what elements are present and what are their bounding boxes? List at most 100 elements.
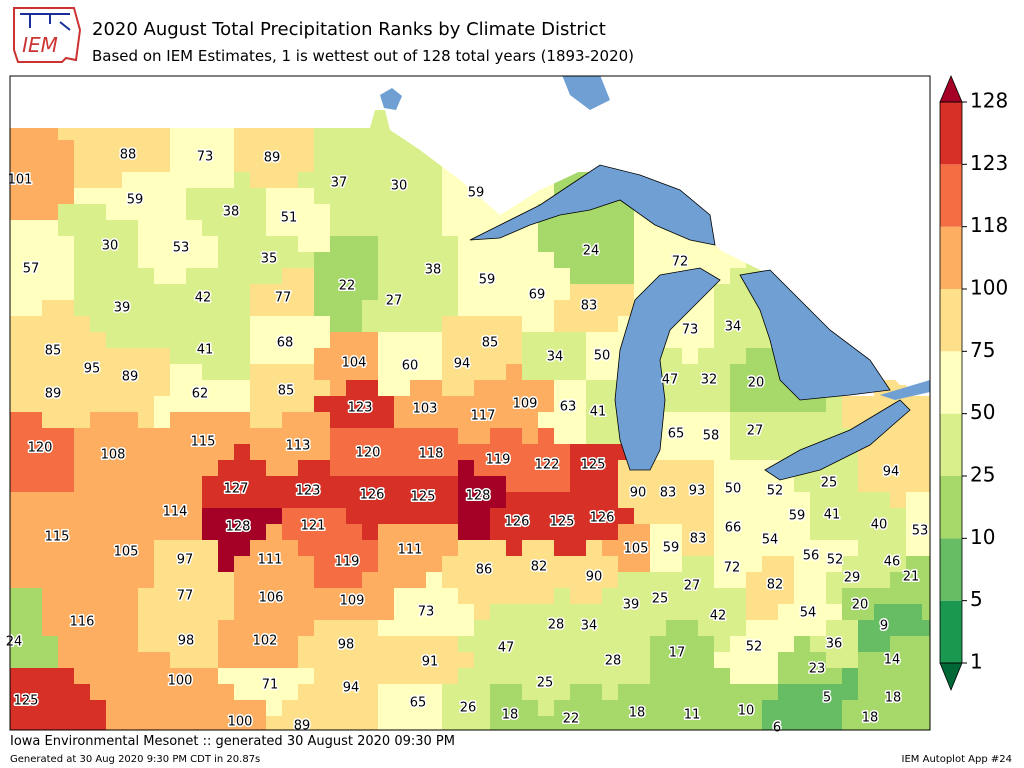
district-cell [378,700,395,717]
district-cell [234,476,251,493]
district-cell [682,652,699,669]
district-cell [106,396,123,413]
district-rank: 34 [547,350,564,365]
district-cell [42,716,59,730]
district-cell [714,668,731,685]
district-cell [474,652,491,669]
district-cell [346,332,363,349]
district-cell [618,236,635,253]
district-cell [778,636,795,653]
district-cell [10,476,27,493]
district-cell [874,652,891,669]
district-cell [74,380,91,397]
district-cell [266,556,283,573]
district-cell [922,636,930,653]
district-cell [698,620,715,637]
district-cell [330,396,347,413]
district-cell [810,556,827,573]
district-cell [314,284,331,301]
district-cell [138,156,155,173]
district-cell [74,284,91,301]
district-cell [442,556,459,573]
district-rank: 24 [6,635,23,650]
district-rank: 73 [197,150,214,165]
district-cell [298,380,315,397]
district-cell [282,268,299,285]
district-cell [74,444,91,461]
district-cell [554,668,571,685]
district-cell [362,588,379,605]
district-cell [506,412,523,429]
district-cell [106,236,123,253]
district-cell [330,428,347,445]
district-rank: 86 [476,563,493,578]
district-cell [154,140,171,157]
district-cell [586,380,603,397]
district-cell [666,380,683,397]
district-cell [538,460,555,477]
district-rank: 106 [259,591,284,606]
district-cell [442,652,459,669]
district-cell [778,556,795,573]
district-cell [426,652,443,669]
district-rank: 50 [725,482,742,497]
district-cell [602,236,619,253]
district-cell [858,460,875,477]
district-cell [554,460,571,477]
district-cell [842,572,859,589]
district-cell [698,604,715,621]
district-cell [538,252,555,269]
district-cell [666,620,683,637]
district-cell [682,684,699,701]
district-cell [298,460,315,477]
district-cell [474,332,491,349]
district-cell [538,684,555,701]
district-cell [650,524,667,541]
district-cell [394,540,411,557]
district-cell [586,716,603,730]
district-cell [90,476,107,493]
district-cell [314,348,331,365]
district-cell [170,444,187,461]
district-cell [586,396,603,413]
district-cell [730,556,747,573]
district-cell [74,348,91,365]
district-cell [522,364,539,381]
district-cell [234,524,251,541]
district-cell [506,428,523,445]
district-cell [106,492,123,509]
district-cell [154,684,171,701]
district-cell [538,284,555,301]
district-cell [810,716,827,730]
district-cell [922,668,930,685]
district-cell [794,556,811,573]
district-cell [714,716,731,730]
district-cell [458,268,475,285]
district-cell [26,140,43,157]
district-cell [394,636,411,653]
district-cell [74,476,91,493]
district-cell [202,332,219,349]
district-cell [794,476,811,493]
district-cell [282,700,299,717]
district-cell [810,428,827,445]
district-cell [538,668,555,685]
district-cell [362,172,379,189]
district-cell [522,332,539,349]
district-cell [842,684,859,701]
colorbar-tick-label: 123 [970,151,1008,175]
district-cell [394,652,411,669]
district-cell [378,476,395,493]
district-cell [634,652,651,669]
district-cell [138,620,155,637]
district-cell [90,460,107,477]
district-cell [282,428,299,445]
district-rank: 32 [701,373,718,388]
district-cell [138,268,155,285]
district-cell [106,428,123,445]
district-cell [698,636,715,653]
district-cell [490,604,507,621]
district-cell [58,396,75,413]
district-rank: 26 [460,701,477,716]
